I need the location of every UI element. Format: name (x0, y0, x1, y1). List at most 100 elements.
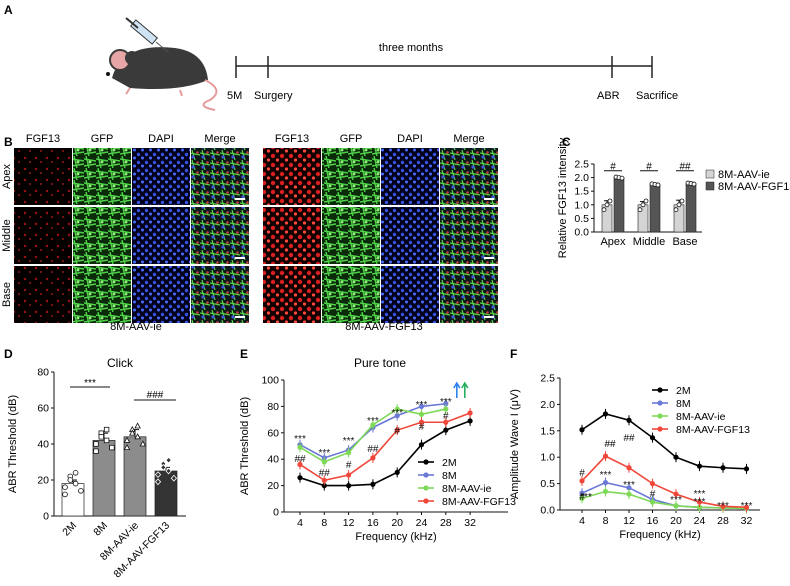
panel-label-f: F (510, 347, 517, 361)
data-point (673, 207, 679, 213)
data-point (72, 469, 79, 476)
significance-label: ## (679, 161, 691, 172)
timeline-event: ABR (597, 90, 620, 102)
x-tick-label: Apex (600, 236, 626, 248)
micrograph-tile (132, 266, 190, 323)
data-point (139, 440, 147, 447)
data-point (394, 427, 400, 433)
data-point (443, 419, 449, 425)
y-tick-label: 1.0 (574, 199, 589, 211)
significance-label: *** (670, 495, 682, 506)
y-tick-label: 80 (37, 367, 49, 379)
x-tick-label: 24 (694, 515, 706, 527)
channel-label: Merge (204, 133, 235, 145)
data-point (103, 437, 110, 444)
data-point (649, 499, 656, 505)
data-point (720, 465, 726, 471)
micrograph-tile (191, 148, 249, 205)
chart-d: 0 20 40 60 80 ABR Threshold (dB) Click 2M 8M8M-A… (7, 356, 186, 580)
data-point (134, 433, 141, 440)
data-point (602, 479, 609, 486)
series-line (581, 490, 747, 510)
x-tick-label: 16 (647, 515, 659, 527)
data-point (602, 411, 609, 417)
x-tick-label: 2M (60, 520, 79, 539)
x-tick-label: 8M-AAV-FGF13 (111, 520, 172, 581)
data-point (720, 503, 726, 509)
micrograph-tile (14, 266, 72, 323)
y-axis-label: Amplitude Wave I (μV) (509, 389, 521, 499)
significance-label: # (646, 161, 652, 172)
y-tick-label: 20 (37, 475, 49, 487)
data-point (165, 456, 172, 464)
data-point (649, 481, 656, 487)
chart-title: Click (107, 356, 134, 370)
significance-label: *** (367, 416, 379, 427)
data-point (443, 401, 449, 407)
data-point (154, 478, 162, 486)
significance-label: *** (318, 448, 330, 459)
data-point (134, 422, 141, 429)
micrograph-tile (73, 207, 131, 264)
data-point (123, 443, 131, 450)
micrograph-tile (73, 148, 131, 205)
legend-marker (423, 459, 429, 465)
micrograph-tile (440, 266, 498, 323)
micrograph-tile (14, 207, 72, 264)
series-line (299, 420, 471, 487)
data-point (123, 436, 131, 443)
y-axis-label: ABR Threshold (dB) (7, 395, 19, 493)
legend-label: 2M (442, 457, 457, 469)
series-line (299, 412, 471, 482)
significance-label: *** (717, 501, 729, 512)
data-point (673, 503, 679, 509)
chart-c: 0.0 0.5 1.01.5 2.02.5 Relative FGF13 intensi… (557, 137, 790, 258)
significance-label: *** (416, 400, 428, 411)
y-tick-label: 0 (43, 511, 49, 523)
x-tick-label: 8 (321, 517, 327, 529)
micrograph-tile (440, 148, 498, 205)
data-point (418, 442, 425, 448)
significance-label: *** (440, 397, 452, 408)
data-point (640, 202, 646, 208)
channel-label: GFP (91, 133, 114, 145)
data-point (696, 499, 703, 505)
significance-label: *** (580, 492, 592, 503)
legend-marker (423, 472, 429, 478)
data-point (160, 464, 167, 471)
data-point (696, 463, 703, 469)
data-point (93, 441, 99, 447)
data-point (170, 474, 178, 482)
data-point (297, 444, 303, 450)
data-point (626, 491, 632, 497)
panel-label-e: E (240, 347, 248, 361)
y-axis-label: Relative FGF13 intensity (557, 137, 569, 258)
data-point (579, 478, 585, 484)
significance-label: # (346, 460, 352, 471)
scale-bar (235, 198, 245, 200)
legend-marker (657, 387, 663, 393)
y-axis-label: ABR Threshold (dB) (239, 397, 251, 495)
significance-label: ### (147, 390, 164, 401)
significance-label: # (579, 468, 585, 479)
data-point (93, 448, 99, 454)
legend-label: 8M-AAV-ie (676, 411, 726, 423)
legend-label: 8M (676, 398, 691, 410)
y-tick-label: 0.0 (574, 227, 589, 239)
panel-label-a: A (4, 3, 13, 17)
y-tick-label: 2.5 (574, 159, 589, 171)
data-point (67, 477, 74, 483)
channel-label: FGF13 (275, 133, 309, 145)
bar (685, 183, 697, 233)
micrograph-tile (381, 207, 439, 264)
significance-label: ## (623, 433, 635, 444)
series-line (581, 455, 747, 509)
legend-label: 8M-AAV-FGF13 (676, 424, 750, 436)
mouse-illustration (106, 47, 218, 111)
x-tick-label: 8M (91, 520, 110, 539)
x-tick-label: 28 (440, 517, 452, 529)
significance-label: *** (694, 497, 706, 508)
bar (613, 177, 625, 233)
significance-label: *** (294, 434, 306, 445)
timeline-duration: three months (379, 42, 444, 54)
